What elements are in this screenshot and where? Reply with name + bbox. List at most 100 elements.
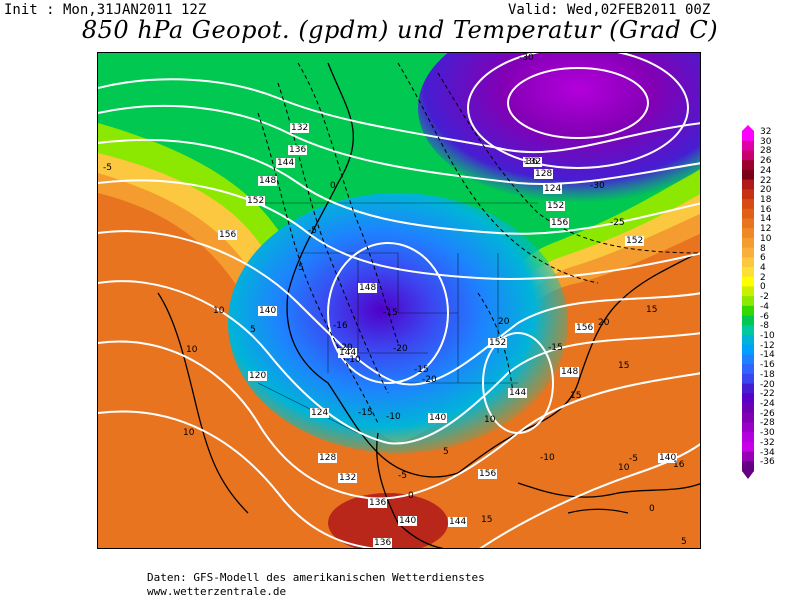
temperature-label: -30 — [590, 181, 605, 191]
colorbar-tick-label: -36 — [760, 457, 775, 468]
colorbar-swatch — [742, 237, 754, 249]
temperature-label: 5 — [250, 325, 256, 335]
geopotential-label: 120 — [248, 371, 268, 381]
colorbar-tick-label: 30 — [760, 136, 772, 147]
colorbar-swatch — [742, 140, 754, 151]
temperature-label: 16 — [673, 460, 685, 470]
temperature-label: -15 — [383, 308, 398, 318]
temperature-label: 5 — [443, 447, 449, 457]
colorbar-tick-label: 26 — [760, 156, 772, 167]
colorbar-swatch — [742, 393, 754, 404]
colorbar-tick-label: -34 — [760, 447, 775, 458]
geopotential-label: 124 — [543, 184, 563, 194]
geopotential-label: 140 — [398, 516, 418, 526]
colorbar-tick-label: -14 — [760, 350, 775, 361]
colorbar-tick-label: -28 — [760, 418, 775, 429]
colorbar-swatch — [742, 296, 754, 307]
temperature-label: -25 — [610, 218, 625, 228]
website-link[interactable]: www.wetterzentrale.de — [147, 585, 287, 598]
temperature-label: 10 — [183, 428, 195, 438]
geopotential-label: 140 — [658, 453, 678, 463]
colorbar-tick-label: 6 — [760, 253, 766, 264]
colorbar-swatch — [742, 160, 754, 171]
colorbar-tick-label: -10 — [760, 331, 775, 341]
colorbar-tick-label: 0 — [760, 282, 766, 293]
temperature-label: -16 — [333, 321, 348, 331]
temperature-label: 5 — [298, 263, 304, 273]
colorbar-swatch — [742, 286, 754, 297]
colorbar-swatch — [742, 441, 754, 453]
geopotential-label: 148 — [358, 283, 378, 293]
colorbar-tick-label: -30 — [760, 428, 775, 439]
geopotential-label: 156 — [478, 469, 498, 479]
colorbar-swatch — [742, 325, 754, 336]
colorbar-tick-label: -24 — [760, 399, 775, 409]
geopotential-label: 140 — [428, 413, 448, 423]
colorbar-tick-label: 12 — [760, 224, 772, 235]
colorbar-tick-label: 2 — [760, 272, 766, 283]
colorbar-tick-label: -6 — [760, 311, 769, 322]
colorbar-swatch — [742, 354, 754, 365]
colorbar-swatch — [742, 276, 754, 287]
temperature-label: -20 — [393, 344, 408, 354]
temperature-label: -30 — [519, 53, 534, 63]
temperature-label: 15 — [646, 305, 658, 315]
colorbar-swatch — [742, 315, 754, 326]
colorbar-swatch — [742, 383, 754, 394]
geopotential-label: 128 — [318, 453, 338, 463]
chart-title: 850 hPa Geopot. (gpdm) und Temperatur (G… — [81, 16, 719, 44]
colorbar-tick-label: 20 — [760, 185, 772, 196]
temperature-label: 10 — [213, 306, 225, 316]
temperature-label: -15 — [548, 343, 563, 353]
colorbar-tick-label: -4 — [760, 301, 769, 312]
geopotential-label: 132 — [523, 157, 543, 167]
colorbar-swatch — [742, 228, 754, 239]
colorbar-tick-label: -18 — [760, 369, 775, 380]
geopotential-label: 148 — [560, 367, 580, 377]
coastlines — [157, 62, 700, 548]
colorbar-tick-label: -12 — [760, 340, 775, 351]
colorbar-swatch — [742, 451, 754, 462]
colorbar-tick-label: -26 — [760, 408, 775, 419]
data-source-note: Daten: GFS-Modell des amerikanischen Wet… — [147, 571, 485, 584]
colorbar-tick-label: -20 — [760, 379, 775, 390]
temperature-label: -10 — [346, 355, 361, 365]
temperature-label: -15 — [358, 408, 373, 418]
temperature-label: 0 — [649, 504, 655, 514]
geopotential-label: 140 — [258, 306, 278, 316]
colorbar-swatch — [742, 335, 754, 346]
colorbar-swatch — [742, 422, 754, 433]
temperature-label: 0 — [408, 491, 414, 501]
temperature-label: 10 — [186, 345, 198, 355]
colorbar-tick-label: 22 — [760, 175, 772, 186]
colorbar-tick-label: 24 — [760, 165, 772, 176]
temperature-label: 10 — [618, 463, 630, 473]
geopotential-label: 152 — [246, 196, 266, 206]
map-canvas — [98, 53, 700, 548]
geopotential-label: 132 — [338, 473, 358, 483]
geopotential-label: 132 — [290, 123, 310, 133]
colorbar-tick-label: 14 — [760, 214, 772, 225]
temperature-label: -36 — [523, 157, 538, 167]
temperature-label: -5 — [308, 226, 317, 236]
temperature-label: -15 — [414, 365, 429, 375]
geopotential-label: 136 — [368, 498, 388, 508]
temperature-label: -20 — [422, 375, 437, 385]
colorbar-bottom-arrow — [742, 471, 754, 479]
temperature-label: 10 — [484, 415, 496, 425]
colorbar-swatch — [742, 199, 754, 210]
borders — [257, 202, 538, 434]
geopotential-isolines — [98, 53, 700, 548]
colorbar-swatch — [742, 208, 754, 219]
geopotential-label: 156 — [575, 323, 595, 333]
geopotential-label: 144 — [508, 388, 528, 398]
colorbar-tick-label: 4 — [760, 263, 766, 273]
colorbar-swatch — [742, 131, 754, 142]
colorbar-tick-label: 10 — [760, 233, 772, 244]
colorbar-swatch — [742, 257, 754, 268]
colorbar-swatch — [742, 305, 754, 317]
colorbar-swatch — [742, 189, 754, 200]
colorbar-swatch — [742, 373, 754, 385]
temperature-label: 15 — [570, 391, 582, 401]
colorbar-tick-label: -16 — [760, 360, 775, 371]
